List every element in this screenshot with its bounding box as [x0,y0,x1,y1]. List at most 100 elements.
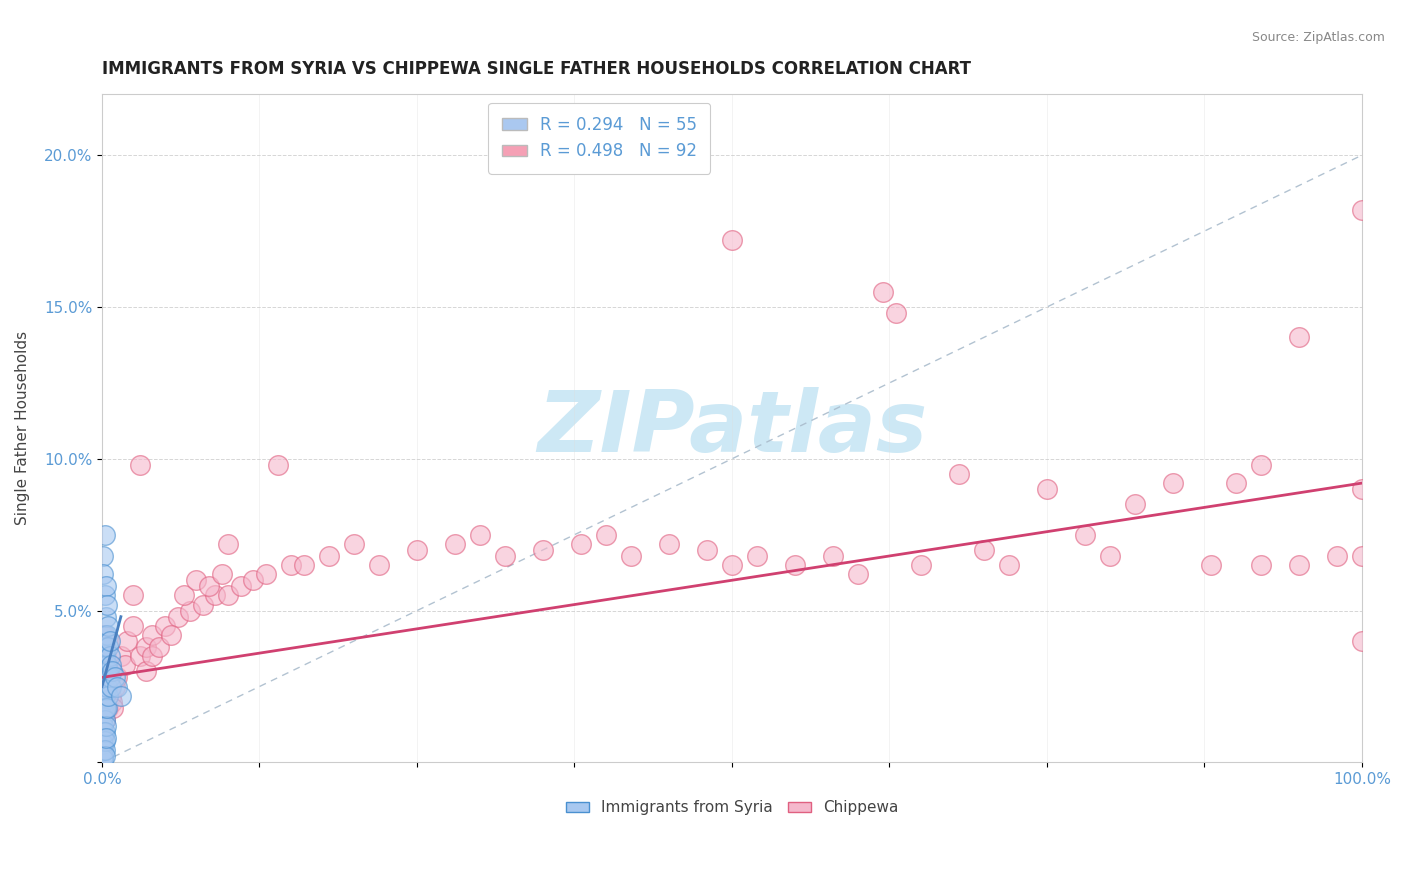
Point [191,598,214,612]
Point [94,649,117,664]
Point [91,737,114,751]
Point [148,640,170,654]
Point [91,725,114,739]
Point [91,689,114,703]
Point [94,640,117,654]
Point [91,719,114,733]
Point [141,628,163,642]
Point [93,689,115,703]
Point [93,670,115,684]
Point [91,670,114,684]
Point [91,749,114,764]
Point [443,537,465,551]
Point [91,743,114,757]
Point [998,558,1021,572]
Point [100,689,122,703]
Point [1098,549,1121,563]
Point [93,527,115,541]
Point [211,567,233,582]
Point [620,549,643,563]
Point [1288,558,1310,572]
Point [128,458,150,472]
Point [160,628,183,642]
Point [103,680,125,694]
Point [93,734,115,748]
Point [97,665,120,679]
Point [135,665,157,679]
Text: ZIPatlas: ZIPatlas [537,387,927,470]
Point [1351,634,1374,648]
Point [280,558,302,572]
Point [1288,330,1310,344]
Point [494,549,516,563]
Point [98,649,121,664]
Point [1161,476,1184,491]
Point [658,537,681,551]
Point [242,574,264,588]
Point [166,609,188,624]
Point [101,695,124,709]
Point [97,640,120,654]
Point [96,700,118,714]
Y-axis label: Single Father Households: Single Father Households [15,331,30,525]
Point [1351,202,1374,217]
Point [110,689,132,703]
Point [1326,549,1348,563]
Point [696,542,718,557]
Point [884,306,907,320]
Point [93,713,115,727]
Point [91,567,114,582]
Point [91,700,114,714]
Point [91,658,114,673]
Point [368,558,391,572]
Point [1074,527,1097,541]
Point [135,640,157,654]
Point [97,619,120,633]
Point [96,628,118,642]
Point [94,719,117,733]
Point [93,670,115,684]
Point [1225,476,1247,491]
Point [96,658,118,673]
Point [94,700,117,714]
Point [1250,458,1272,472]
Point [1351,482,1374,496]
Point [91,752,114,766]
Point [115,634,138,648]
Point [198,579,221,593]
Point [96,680,118,694]
Point [948,467,970,481]
Point [872,285,894,299]
Point [91,695,114,709]
Point [100,680,122,694]
Point [569,537,592,551]
Point [292,558,315,572]
Point [973,542,995,557]
Point [93,713,115,727]
Point [91,680,114,694]
Point [96,689,118,703]
Point [91,680,114,694]
Point [93,649,115,664]
Point [91,640,114,654]
Point [1250,558,1272,572]
Point [595,527,617,541]
Point [94,579,117,593]
Point [91,710,114,724]
Point [97,700,120,714]
Point [1123,497,1146,511]
Point [128,649,150,664]
Point [217,589,239,603]
Point [94,700,117,714]
Text: Source: ZipAtlas.com: Source: ZipAtlas.com [1251,31,1385,45]
Point [93,695,115,709]
Point [186,574,208,588]
Point [93,743,115,757]
Point [105,670,128,684]
Point [103,700,125,714]
Point [747,549,769,563]
Point [91,658,114,673]
Point [721,233,744,247]
Point [204,589,226,603]
Point [93,725,115,739]
